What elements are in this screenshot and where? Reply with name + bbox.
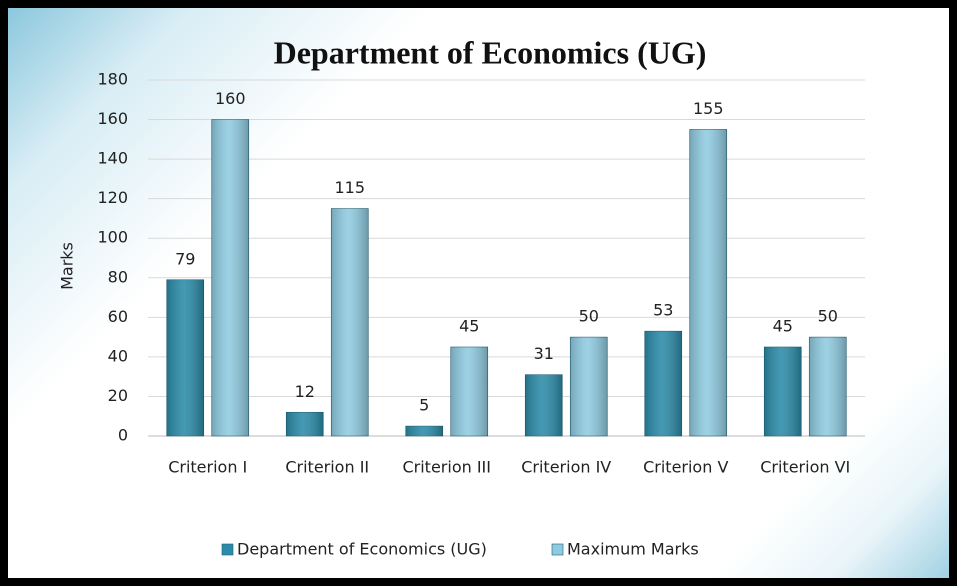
- data-label: 5: [419, 396, 429, 415]
- y-tick-label: 60: [108, 307, 128, 326]
- data-label: 79: [175, 249, 195, 268]
- y-tick-label: 100: [97, 228, 128, 247]
- y-tick-label: 20: [108, 386, 128, 405]
- data-label: 45: [459, 317, 479, 336]
- x-tick-label: Criterion IV: [521, 458, 611, 477]
- data-label: 115: [334, 178, 365, 197]
- bar: [166, 279, 205, 437]
- bar: [211, 119, 250, 437]
- bar: [330, 208, 369, 437]
- x-tick-label: Criterion I: [168, 458, 247, 477]
- legend-label: Department of Economics (UG): [237, 540, 487, 559]
- y-tick-label: 40: [108, 346, 128, 365]
- data-label: 53: [653, 301, 673, 320]
- bar: [689, 129, 728, 437]
- y-tick-label: 160: [97, 109, 128, 128]
- bar: [450, 346, 489, 437]
- legend-swatch: [221, 543, 234, 556]
- bar: [569, 336, 608, 437]
- x-tick-label: Criterion VI: [760, 458, 850, 477]
- data-label: 50: [818, 307, 838, 326]
- bar: [644, 330, 683, 437]
- legend-swatch: [551, 543, 564, 556]
- bar: [285, 411, 324, 437]
- y-tick-label: 80: [108, 267, 128, 286]
- chart-title: Department of Economics (UG): [274, 34, 707, 70]
- y-tick-label: 180: [97, 70, 128, 89]
- data-label: 12: [295, 382, 315, 401]
- data-label: 31: [534, 344, 554, 363]
- data-label: 160: [215, 89, 246, 108]
- data-label: 155: [693, 99, 724, 118]
- x-tick-label: Criterion V: [643, 458, 728, 477]
- x-tick-label: Criterion II: [285, 458, 369, 477]
- data-label: 50: [579, 307, 599, 326]
- y-tick-label: 0: [118, 426, 128, 445]
- data-label: 45: [773, 317, 793, 336]
- legend-label: Maximum Marks: [567, 540, 699, 559]
- bar: [524, 374, 563, 437]
- bar: [405, 425, 444, 437]
- y-tick-label: 120: [97, 188, 128, 207]
- x-tick-label: Criterion III: [402, 458, 491, 477]
- y-tick-label: 140: [97, 149, 128, 168]
- bar: [808, 336, 847, 437]
- bar: [763, 346, 802, 437]
- y-axis-label: Marks: [58, 242, 77, 290]
